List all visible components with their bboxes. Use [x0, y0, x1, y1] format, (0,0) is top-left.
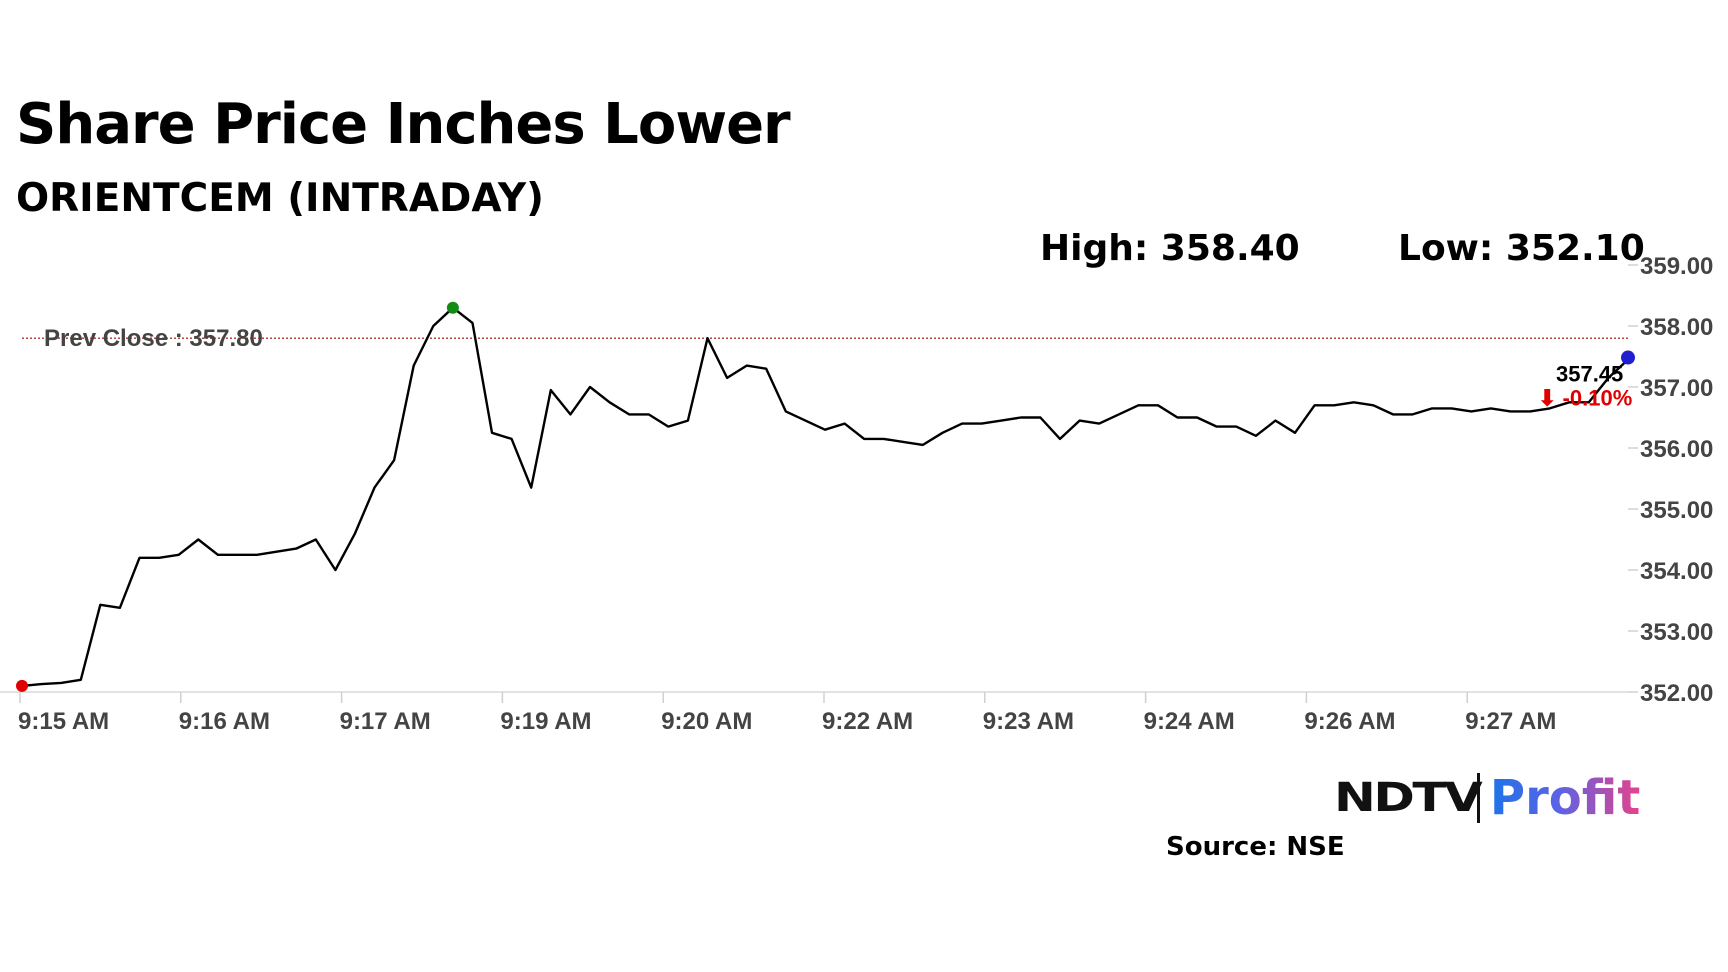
x-tick-label: 9:20 AM	[661, 708, 752, 735]
y-tick-label: 354.00	[1640, 558, 1713, 585]
x-tick-label: 9:23 AM	[983, 708, 1074, 735]
x-tick-label: 9:22 AM	[822, 708, 913, 735]
price-line	[21, 306, 1629, 688]
last-price-marker	[1621, 350, 1635, 365]
last-price-label: 357.45	[1556, 362, 1623, 387]
y-tick-label: 353.00	[1640, 619, 1713, 646]
price-change-label: ⬇ -0.10%	[1538, 386, 1632, 411]
y-axis: 352.00 353.00 354.00 355.00 356.00 357.00 358.…	[1628, 253, 1713, 707]
x-tick-label: 9:27 AM	[1465, 708, 1556, 735]
chart-subtitle: ORIENTCEM (INTRADAY)	[16, 176, 544, 221]
prev-close-label: Prev Close : 357.80	[44, 325, 263, 352]
x-tick-label: 9:26 AM	[1304, 708, 1395, 735]
day-low-label: Low: 352.10	[1398, 228, 1645, 269]
x-tick-label: 9:24 AM	[1144, 708, 1235, 735]
x-tick-label: 9:19 AM	[500, 708, 591, 735]
y-tick-label: 357.00	[1640, 375, 1713, 402]
ndtv-wordmark: NDTV	[1334, 775, 1483, 821]
y-tick-label: 355.00	[1640, 497, 1713, 524]
y-tick-label: 359.00	[1640, 253, 1713, 280]
chart-title: Share Price Inches Lower	[16, 92, 791, 157]
x-axis: 9:15 AM 9:16 AM 9:17 AM 9:19 AM 9:20 AM 9:22 …	[18, 692, 1556, 735]
x-tick-label: 9:16 AM	[179, 708, 270, 735]
y-tick-label: 356.00	[1640, 436, 1713, 463]
day-high-marker	[446, 301, 459, 314]
y-tick-label: 358.00	[1640, 314, 1713, 341]
source-note: Source: NSE	[1166, 832, 1345, 862]
logo-divider	[1476, 773, 1480, 823]
day-high-label: High: 358.40	[1040, 228, 1300, 269]
ndtv-profit-logo: NDTV Profit	[1334, 770, 1640, 826]
x-tick-label: 9:15 AM	[18, 708, 109, 735]
x-tick-label: 9:17 AM	[340, 708, 431, 735]
y-tick-label: 352.00	[1640, 680, 1713, 707]
day-low-marker	[16, 679, 28, 692]
profit-wordmark: Profit	[1489, 770, 1641, 826]
